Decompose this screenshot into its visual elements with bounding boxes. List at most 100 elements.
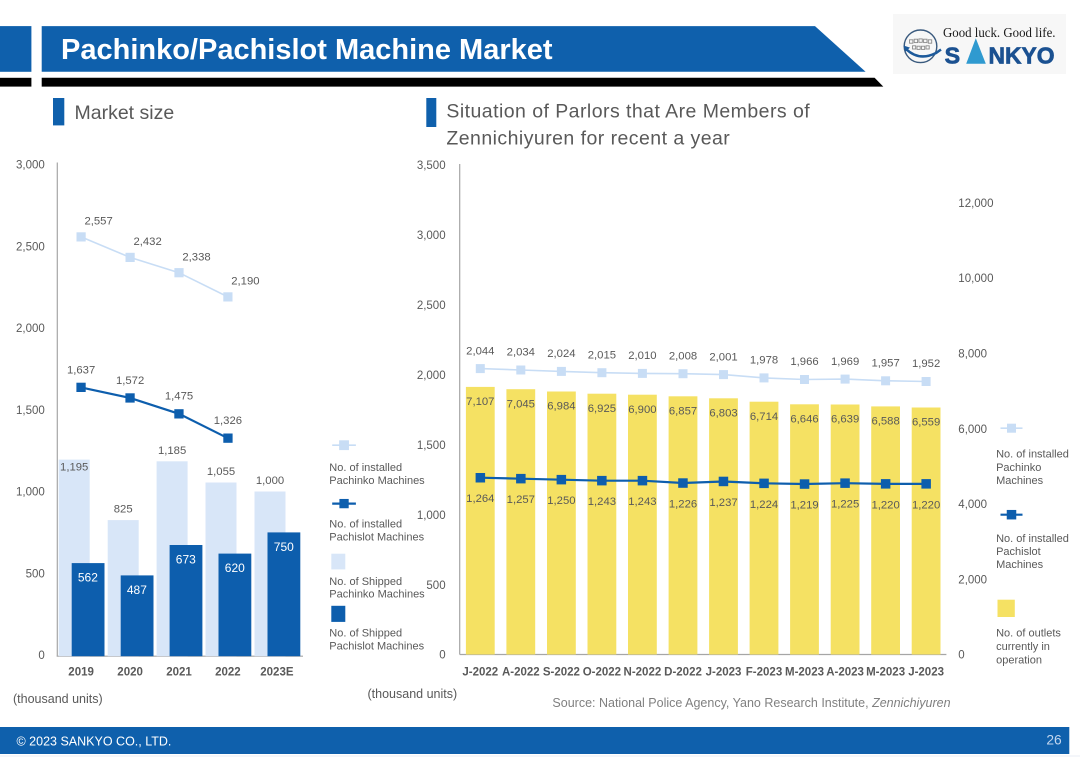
svg-text:4,000: 4,000 — [958, 499, 987, 511]
svg-text:Pachinko Machines: Pachinko Machines — [329, 589, 425, 601]
svg-text:No. of Shipped: No. of Shipped — [329, 628, 402, 640]
svg-text:No. of outlets: No. of outlets — [996, 628, 1061, 640]
svg-text:3,500: 3,500 — [417, 160, 446, 172]
svg-text:1,237: 1,237 — [709, 497, 737, 509]
svg-text:1,195: 1,195 — [60, 462, 88, 474]
svg-text:673: 673 — [176, 553, 196, 567]
svg-text:500: 500 — [26, 569, 45, 581]
svg-text:operation: operation — [996, 654, 1042, 666]
svg-text:D-2022: D-2022 — [664, 666, 702, 678]
svg-text:1,000: 1,000 — [16, 487, 45, 499]
svg-text:(thousand units): (thousand units) — [368, 687, 458, 701]
svg-text:(thousand units): (thousand units) — [13, 692, 103, 706]
svg-text:7,045: 7,045 — [507, 398, 535, 410]
svg-text:3,000: 3,000 — [417, 230, 446, 242]
svg-text:2,044: 2,044 — [466, 345, 494, 357]
svg-text:Pachislot: Pachislot — [996, 546, 1041, 558]
svg-text:A-2023: A-2023 — [826, 666, 864, 678]
svg-text:2,034: 2,034 — [507, 347, 535, 359]
svg-text:6,639: 6,639 — [831, 414, 859, 426]
svg-text:8,000: 8,000 — [958, 349, 987, 361]
svg-text:Pachinko/Pachislot Machine Mar: Pachinko/Pachislot Machine Market — [61, 34, 553, 66]
svg-text:1,055: 1,055 — [207, 466, 235, 478]
svg-text:O-2022: O-2022 — [583, 666, 621, 678]
svg-text:1,264: 1,264 — [466, 493, 494, 505]
svg-text:No. of installed: No. of installed — [996, 449, 1069, 461]
svg-text:1,966: 1,966 — [790, 356, 818, 368]
svg-text:F-2023: F-2023 — [746, 666, 782, 678]
svg-text:1,969: 1,969 — [831, 356, 859, 368]
svg-text:1,000: 1,000 — [417, 510, 446, 522]
svg-text:Good luck. Good life.: Good luck. Good life. — [943, 26, 1056, 41]
svg-text:1,220: 1,220 — [912, 499, 940, 511]
svg-text:1,000: 1,000 — [256, 475, 284, 487]
svg-text:No. of Shipped: No. of Shipped — [329, 576, 402, 588]
svg-text:26: 26 — [1046, 732, 1062, 747]
svg-text:2,024: 2,024 — [547, 348, 575, 360]
svg-text:6,803: 6,803 — [709, 408, 737, 420]
svg-text:1,572: 1,572 — [116, 375, 144, 387]
svg-text:487: 487 — [127, 583, 147, 597]
svg-text:0: 0 — [38, 650, 44, 662]
svg-text:6,984: 6,984 — [547, 401, 575, 413]
svg-text:1,978: 1,978 — [750, 355, 778, 367]
svg-text:6,000: 6,000 — [958, 424, 987, 436]
svg-text:1,326: 1,326 — [214, 415, 242, 427]
svg-text:2,500: 2,500 — [417, 300, 446, 312]
svg-text:0: 0 — [958, 650, 964, 662]
svg-text:M-2023: M-2023 — [785, 666, 824, 678]
svg-text:currently in: currently in — [996, 641, 1050, 653]
svg-text:6,900: 6,900 — [628, 404, 656, 416]
svg-text:2,190: 2,190 — [231, 276, 259, 288]
svg-text:S: S — [945, 43, 961, 69]
svg-text:12,000: 12,000 — [958, 198, 993, 210]
svg-text:Machines: Machines — [996, 475, 1044, 487]
svg-text:Pachislot Machines: Pachislot Machines — [329, 532, 424, 544]
svg-text:7,107: 7,107 — [466, 396, 494, 408]
svg-text:1,952: 1,952 — [912, 358, 940, 370]
svg-text:Pachislot Machines: Pachislot Machines — [329, 640, 424, 652]
svg-text:1,957: 1,957 — [871, 358, 899, 370]
svg-text:1,220: 1,220 — [871, 499, 899, 511]
svg-text:2,000: 2,000 — [16, 323, 45, 335]
svg-text:Zennichiyuren for recent a yea: Zennichiyuren for recent a year — [446, 128, 730, 150]
svg-text:2022: 2022 — [215, 666, 241, 678]
svg-text:No. of installed: No. of installed — [329, 519, 402, 531]
svg-text:2,000: 2,000 — [417, 370, 446, 382]
svg-text:2,015: 2,015 — [588, 349, 616, 361]
svg-text:1,226: 1,226 — [669, 499, 697, 511]
svg-text:No. of installed: No. of installed — [329, 462, 402, 474]
svg-text:1,243: 1,243 — [588, 496, 616, 508]
svg-text:2,557: 2,557 — [84, 216, 112, 228]
svg-text:1,250: 1,250 — [547, 495, 575, 507]
svg-text:© 2023 SANKYO CO., LTD.: © 2023 SANKYO CO., LTD. — [17, 734, 172, 748]
svg-text:2,000: 2,000 — [958, 574, 987, 586]
svg-text:6,559: 6,559 — [912, 417, 940, 429]
svg-text:6,646: 6,646 — [790, 414, 818, 426]
svg-text:1,257: 1,257 — [507, 494, 535, 506]
svg-text:A-2022: A-2022 — [502, 666, 540, 678]
svg-text:J-2022: J-2022 — [462, 666, 498, 678]
svg-text:J-2023: J-2023 — [706, 666, 742, 678]
svg-text:Pachinko Machines: Pachinko Machines — [329, 475, 425, 487]
svg-text:0: 0 — [439, 650, 445, 662]
svg-text:J-2023: J-2023 — [908, 666, 944, 678]
svg-text:Source: National Police Agency: Source: National Police Agency, Yano Res… — [552, 696, 950, 710]
svg-text:6,588: 6,588 — [871, 416, 899, 428]
svg-text:1,185: 1,185 — [158, 445, 186, 457]
svg-text:2,008: 2,008 — [669, 350, 697, 362]
svg-text:2023E: 2023E — [260, 666, 294, 678]
svg-text:6,857: 6,857 — [669, 406, 697, 418]
svg-text:500: 500 — [426, 580, 445, 592]
svg-text:2,001: 2,001 — [709, 351, 737, 363]
svg-text:1,224: 1,224 — [750, 499, 778, 511]
svg-text:1,475: 1,475 — [165, 391, 193, 403]
svg-text:Machines: Machines — [996, 559, 1044, 571]
svg-text:No. of installed: No. of installed — [996, 533, 1069, 545]
svg-text:3,000: 3,000 — [16, 160, 45, 172]
svg-text:10,000: 10,000 — [958, 273, 993, 285]
svg-text:1,225: 1,225 — [831, 499, 859, 511]
svg-text:620: 620 — [225, 561, 245, 575]
svg-text:Market size: Market size — [75, 102, 175, 124]
svg-text:2,010: 2,010 — [628, 350, 656, 362]
